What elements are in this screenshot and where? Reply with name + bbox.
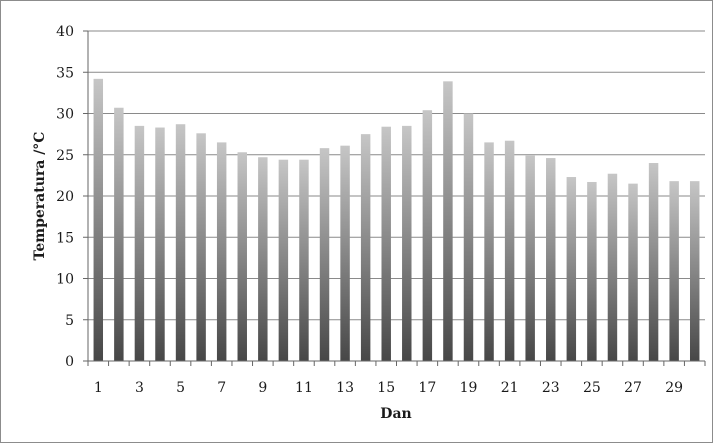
bar-day-10 <box>278 159 289 361</box>
y-tick-label: 15 <box>56 230 74 246</box>
bar-day-15 <box>381 126 391 361</box>
bar-day-27 <box>628 183 638 362</box>
x-tick-labels: 1 3 5 7 9 11 13 15 17 19 21 23 25 27 29 <box>94 380 683 396</box>
x-tick-label: 15 <box>377 380 395 396</box>
y-axis-title: Temperatura /°C <box>32 132 48 261</box>
bar-day-14 <box>360 134 371 362</box>
bar-day-21 <box>504 140 515 361</box>
bar-day-5 <box>175 124 186 361</box>
bar-day-16 <box>402 125 412 362</box>
x-tick-label: 21 <box>501 380 519 396</box>
y-tick-label: 5 <box>65 313 74 329</box>
y-tick-label: 10 <box>56 272 74 288</box>
x-tick-label: 9 <box>258 380 267 396</box>
bar-day-25 <box>587 181 597 361</box>
bar-day-13 <box>340 145 350 361</box>
y-tick-labels: 0 5 10 15 20 25 30 35 40 <box>56 24 74 370</box>
bar-day-30 <box>689 181 700 361</box>
x-tick-label: 7 <box>217 380 226 396</box>
y-tick-label: 30 <box>56 107 74 123</box>
x-tick-label: 19 <box>460 380 478 396</box>
bar-day-3 <box>134 125 145 362</box>
bar-day-12 <box>319 148 330 361</box>
axes <box>83 30 706 366</box>
x-tick-label: 11 <box>295 380 313 396</box>
bar-day-1 <box>93 78 104 361</box>
bar-day-29 <box>669 181 679 361</box>
bar-day-19 <box>463 113 474 361</box>
x-tick-label: 3 <box>135 380 144 396</box>
x-tick-label: 29 <box>665 380 683 396</box>
bar-day-24 <box>566 177 577 361</box>
x-tick-label: 1 <box>94 380 103 396</box>
bar-day-2 <box>114 107 124 361</box>
bar-day-4 <box>155 127 165 361</box>
y-tick-label: 0 <box>65 354 74 370</box>
bar-day-23 <box>546 158 556 361</box>
bar-day-26 <box>607 173 618 361</box>
y-tick-label: 35 <box>56 65 74 81</box>
y-tick-label: 25 <box>56 148 74 164</box>
bar-day-6 <box>196 133 206 361</box>
x-tick-label: 13 <box>336 380 354 396</box>
bar-day-7 <box>216 142 227 362</box>
y-tick-label: 20 <box>56 189 74 205</box>
bar-day-20 <box>484 142 494 362</box>
bar-day-28 <box>648 163 659 361</box>
bar-day-22 <box>525 155 535 361</box>
bar-day-8 <box>237 152 247 361</box>
x-axis-title: Dan <box>380 406 411 422</box>
bar-day-18 <box>443 81 453 361</box>
y-tick-label: 40 <box>56 24 74 40</box>
x-tick-label: 5 <box>176 380 185 396</box>
x-tick-label: 27 <box>624 380 642 396</box>
bar-day-17 <box>422 110 433 361</box>
bar-day-11 <box>299 159 309 361</box>
gridlines <box>88 30 705 321</box>
x-tick-label: 17 <box>418 380 436 396</box>
x-tick-label: 23 <box>542 380 560 396</box>
x-tick-label: 25 <box>583 380 601 396</box>
bars <box>93 78 700 362</box>
bar-day-9 <box>258 157 268 361</box>
